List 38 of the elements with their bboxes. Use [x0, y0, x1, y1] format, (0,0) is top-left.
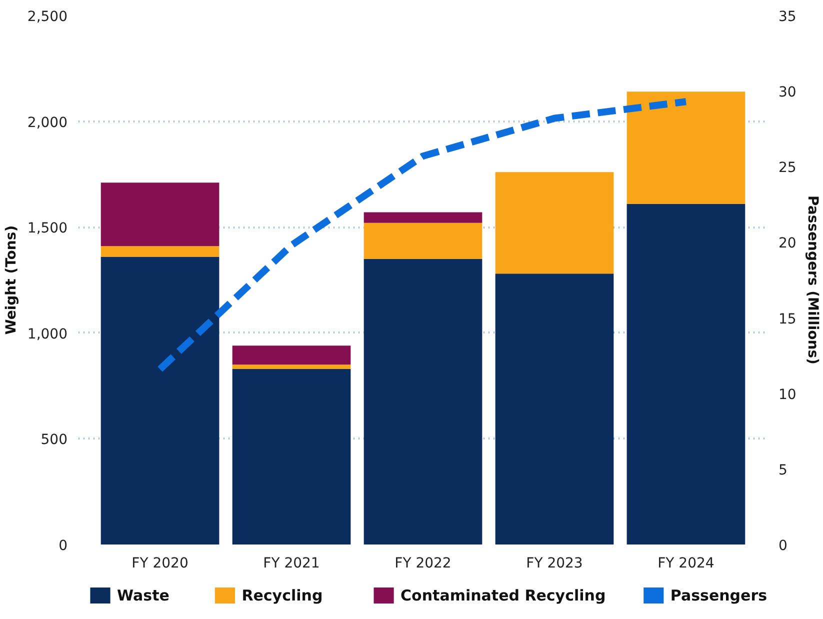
- x-tick-label: FY 2023: [526, 556, 583, 572]
- x-tick-label: FY 2020: [132, 556, 188, 572]
- bar: [495, 274, 614, 544]
- y-tick-label: 2,000: [27, 114, 68, 131]
- y-tick-label: 0: [58, 538, 68, 554]
- y-tick-label: 2,500: [27, 9, 68, 25]
- y2-tick-label: 25: [778, 160, 796, 176]
- y-tick-label: 500: [40, 432, 68, 448]
- y2-tick-label: 30: [778, 84, 796, 101]
- x-tick-label: FY 2021: [263, 556, 320, 572]
- bar: [626, 204, 746, 544]
- bar: [364, 258, 482, 544]
- bar: [232, 368, 351, 544]
- bar: [495, 172, 614, 274]
- y2-tick-label: 35: [778, 9, 796, 25]
- legend-label: Waste: [117, 586, 170, 604]
- x-tick-label: FY 2022: [394, 556, 452, 572]
- y-axis-title: Weight (Tons): [3, 225, 20, 335]
- bar: [100, 182, 220, 246]
- bar: [626, 92, 746, 204]
- bar: [100, 256, 220, 544]
- bar: [364, 222, 482, 259]
- y2-axis-title: Passengers (Millions): [804, 196, 820, 364]
- bar: [364, 212, 482, 223]
- y2-tick-label: 20: [778, 236, 796, 252]
- y2-tick-label: 5: [778, 462, 788, 478]
- bar: [232, 364, 351, 369]
- y2-tick-label: 15: [778, 311, 796, 328]
- bar: [100, 246, 220, 257]
- bar: [232, 346, 351, 365]
- legend-label: Recycling: [242, 586, 323, 604]
- legend-label: Passengers: [670, 586, 768, 604]
- y2-tick-label: 0: [778, 538, 788, 554]
- x-tick-label: FY 2024: [658, 556, 714, 572]
- y2-tick-label: 10: [778, 386, 796, 403]
- y-tick-label: 1,000: [27, 326, 68, 342]
- y-tick-label: 1,500: [27, 220, 68, 237]
- legend-label: Contaminated Recycling: [400, 586, 606, 604]
